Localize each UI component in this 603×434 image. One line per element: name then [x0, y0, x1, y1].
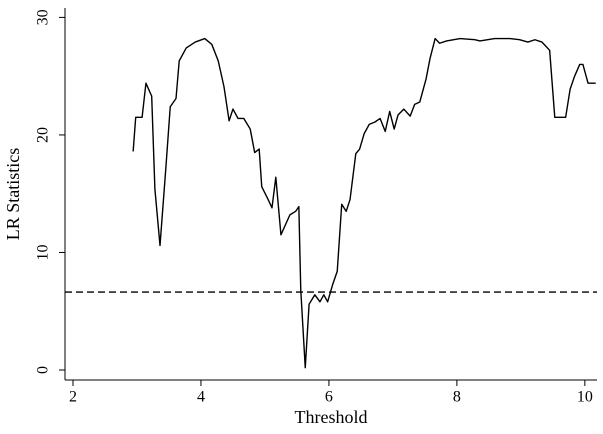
y-tick-label: 20: [35, 127, 52, 143]
x-tick-label: 10: [577, 389, 593, 406]
y-tick-label: 10: [35, 244, 52, 260]
y-tick-label: 0: [35, 366, 52, 374]
x-tick-label: 8: [453, 389, 461, 406]
x-axis-label: Threshold: [295, 407, 368, 427]
x-tick-label: 4: [197, 389, 205, 406]
x-tick-label: 2: [69, 389, 77, 406]
y-tick-label: 30: [35, 9, 52, 25]
x-tick-label: 6: [325, 389, 333, 406]
y-axis-label: LR Statistics: [3, 148, 23, 241]
data-line: [132, 37, 596, 369]
